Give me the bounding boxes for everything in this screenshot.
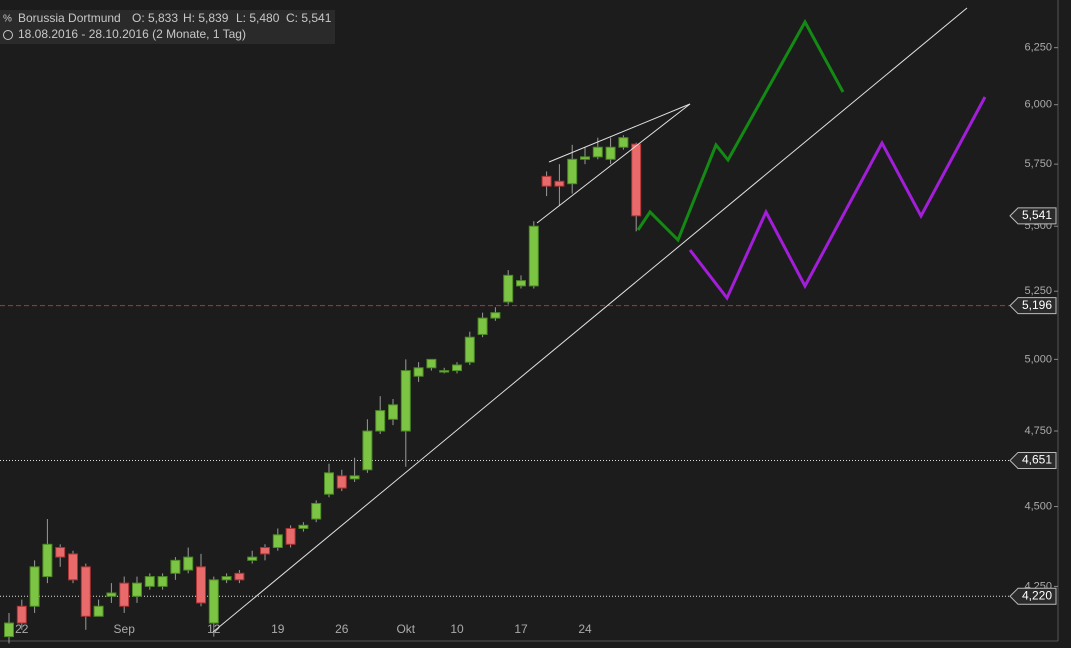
candle-body <box>567 158 578 185</box>
candle-body <box>234 572 245 581</box>
candle-body <box>503 274 514 303</box>
candle-body <box>349 475 360 480</box>
candle-body <box>631 143 642 217</box>
candle-body <box>541 175 552 187</box>
ohlc-label: C: 5,541 <box>286 11 332 25</box>
candle-body <box>80 566 91 617</box>
candle-body <box>16 605 27 624</box>
candle-body <box>132 582 142 597</box>
price-label-box <box>1009 207 1057 225</box>
candle-body <box>196 566 206 604</box>
x-tick-label: 10 <box>450 622 464 636</box>
projection <box>636 18 845 243</box>
candle-body <box>528 225 539 287</box>
x-tick-label: 24 <box>578 622 592 636</box>
candle-body <box>170 559 181 574</box>
y-tick-label: 5,250 <box>1024 285 1052 297</box>
x-tick-label: 17 <box>514 622 528 636</box>
candle-body <box>144 576 155 587</box>
candle-body <box>298 524 309 529</box>
candle-body <box>413 367 424 377</box>
candle-body <box>221 576 232 581</box>
ohlc-label: L: 5,480 <box>236 11 280 25</box>
trendline <box>548 103 691 163</box>
trendline <box>212 7 968 633</box>
icon: % <box>3 14 12 25</box>
price-label: 4,220 <box>1022 588 1052 602</box>
price-label-box <box>1009 451 1057 469</box>
drawings <box>212 7 987 633</box>
x-tick-label: 26 <box>335 622 349 636</box>
price-label: 5,196 <box>1022 298 1052 312</box>
candle-body <box>68 553 78 581</box>
x-tick-label: Okt <box>396 622 415 636</box>
chart-subtitle: 18.08.2016 - 28.10.2016 (2 Monate, 1 Tag… <box>18 27 246 41</box>
trendline <box>536 103 691 224</box>
candle-body <box>439 370 450 373</box>
y-tick-label: 5,000 <box>1024 353 1052 365</box>
candle-body <box>490 312 501 319</box>
plot: 4,2504,5004,7505,0005,2505,5005,7506,000… <box>0 42 1058 644</box>
candle-body <box>618 137 629 148</box>
candle-body <box>4 622 14 638</box>
candle-body <box>400 370 411 432</box>
price-label: 4,651 <box>1022 453 1052 467</box>
chart-title: Borussia Dortmund <box>18 11 121 25</box>
y-tick-label: 6,000 <box>1024 99 1052 111</box>
y-tick-label: 4,500 <box>1024 500 1052 512</box>
header-box <box>0 10 335 44</box>
candle-body <box>208 579 219 624</box>
y-tick-label: 4,750 <box>1024 425 1052 437</box>
candle-body <box>592 146 603 158</box>
candle-body <box>336 475 347 489</box>
candle-body <box>311 502 322 520</box>
ohlc-label: H: 5,839 <box>183 11 229 25</box>
clock-icon <box>3 30 13 40</box>
candle-body <box>29 566 40 607</box>
candle-body <box>554 180 565 187</box>
candle-body <box>580 156 590 160</box>
x-tick-label: 19 <box>271 622 285 636</box>
candle-body <box>324 472 334 495</box>
candle-body <box>183 556 194 571</box>
candle-body <box>157 576 168 587</box>
candle-body <box>605 146 616 160</box>
ohlc-label: O: 5,833 <box>132 11 178 25</box>
y-tick-label: 5,750 <box>1024 158 1052 170</box>
candle-body <box>426 358 437 369</box>
price-label-box <box>1009 587 1057 605</box>
candle-body <box>452 364 462 372</box>
y-tick-label: 6,250 <box>1024 42 1052 54</box>
candle-body <box>42 543 53 578</box>
candle-body <box>464 336 475 363</box>
x-tick-label: Sep <box>114 622 136 636</box>
candle-body <box>106 592 117 597</box>
projection <box>688 96 987 301</box>
candle-body <box>362 430 373 471</box>
candle-body <box>477 317 488 335</box>
candle-body <box>388 404 398 420</box>
candle-body <box>247 556 258 561</box>
candle-body <box>260 546 270 555</box>
price-label: 5,541 <box>1022 208 1052 222</box>
candle-body <box>375 410 386 432</box>
price-label-box <box>1009 297 1057 315</box>
candle-body <box>516 280 526 287</box>
candle-body <box>272 534 283 548</box>
candle-body <box>285 527 296 545</box>
candle-body <box>93 605 104 617</box>
candle-body <box>119 582 130 607</box>
candle-body <box>55 546 66 558</box>
